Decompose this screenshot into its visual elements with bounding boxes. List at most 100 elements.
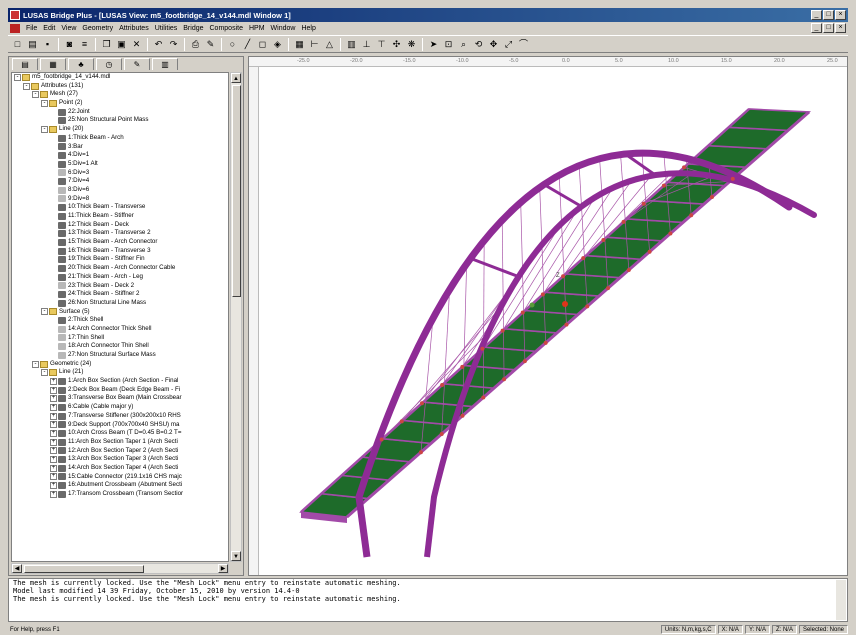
tree-item[interactable]: - Line (20)	[12, 125, 228, 134]
redo-icon[interactable]: ↷	[169, 38, 178, 49]
tree-item[interactable]: 23:Thick Beam - Deck 2	[12, 282, 228, 291]
expand-icon[interactable]: +	[50, 386, 57, 394]
expand-icon[interactable]: +	[50, 482, 57, 490]
tree-item[interactable]: 7:Div=4	[12, 177, 228, 186]
tree-horizontal-scrollbar[interactable]: ◀ ▶	[11, 563, 229, 574]
volume-icon[interactable]: ◈	[274, 38, 281, 49]
menu-hpm[interactable]: HPM	[248, 24, 265, 32]
tree-item[interactable]: 3:Bar	[12, 143, 228, 152]
tree-item[interactable]: +2:Deck Box Beam (Deck Edge Beam - Fi	[12, 386, 228, 395]
tree-item[interactable]: 11:Thick Beam - Stiffner	[12, 212, 228, 221]
tree-item[interactable]: 18:Arch Connector Thin Shell	[12, 342, 228, 351]
tree-item[interactable]: - Geometric (24)	[12, 360, 228, 369]
select-arrow-icon[interactable]: ➤	[429, 38, 438, 49]
print-icon[interactable]: ⎙	[191, 38, 200, 49]
tree-item[interactable]: +10:Arch Cross Beam (T D=0.45 B=0.2 T=	[12, 429, 228, 438]
bridge-icon[interactable]: ⌒	[518, 38, 528, 49]
save-icon[interactable]: ▪	[45, 38, 50, 49]
tree-item[interactable]: 21:Thick Beam - Arch - Leg	[12, 273, 228, 282]
scroll-up-icon[interactable]: ▲	[231, 73, 241, 83]
pen-icon[interactable]: ✎	[206, 38, 215, 49]
pan-icon[interactable]: ✥	[489, 38, 498, 49]
tree-item[interactable]: 1:Thick Beam - Arch	[12, 134, 228, 143]
hub-icon[interactable]: ❋	[407, 38, 416, 49]
loading-icon[interactable]: ✣	[392, 38, 401, 49]
model-icon[interactable]: ◙	[66, 38, 73, 49]
surface-icon[interactable]: ◻	[258, 38, 267, 49]
tree-item[interactable]: 17:Thin Shell	[12, 334, 228, 343]
bridge-model-canvas[interactable]	[249, 57, 848, 576]
tree-item[interactable]: 5:Div=1 Alt	[12, 160, 228, 169]
scroll-right-icon[interactable]: ▶	[218, 564, 228, 573]
fit-icon[interactable]: ⤢	[504, 38, 513, 49]
tree-item[interactable]: 14:Arch Connector Thick Shell	[12, 325, 228, 334]
rotate-icon[interactable]: ⟲	[474, 38, 483, 49]
console-scrollbar[interactable]	[836, 580, 846, 620]
tree-item[interactable]: 15:Thick Beam - Arch Connector	[12, 238, 228, 247]
model-view-window[interactable]: -25.0 -20.0 -15.0 -10.0 -5.0 0.0 5.0 10.0 15.0 20…	[248, 56, 848, 576]
menu-geometry[interactable]: Geometry	[82, 24, 114, 32]
tree-item[interactable]: +11:Arch Box Section Taper 1 (Arch Secti	[12, 438, 228, 447]
treeview-tab-6[interactable]: ▥	[152, 58, 178, 70]
new-file-icon[interactable]: □	[14, 38, 21, 49]
axes-icon[interactable]: ⊥	[362, 38, 371, 49]
tree-item[interactable]: 10:Thick Beam - Transverse	[12, 203, 228, 212]
tree-item[interactable]: +16:Abutment Crossbeam (Abutment Secti	[12, 481, 228, 490]
tree-item[interactable]: 12:Thick Beam - Deck	[12, 221, 228, 230]
tree-item[interactable]: - Mesh (27)	[12, 90, 228, 99]
tree-item[interactable]: - m5_footbridge_14_v144.mdl	[12, 73, 228, 82]
tree-item[interactable]: 4:Div=1	[12, 151, 228, 160]
collapse-icon[interactable]: -	[32, 360, 39, 368]
treeview-tab-2[interactable]: ▦	[40, 58, 66, 70]
expand-icon[interactable]: +	[50, 464, 57, 472]
doc-close-button[interactable]: ×	[835, 23, 846, 33]
collapse-icon[interactable]: -	[32, 91, 39, 99]
tree-item[interactable]: 27:Non Structural Surface Mass	[12, 351, 228, 360]
tree-item[interactable]: +9:Deck Support (700x700x40 SHSU) ma	[12, 421, 228, 430]
menu-utilities[interactable]: Utilities	[154, 24, 178, 32]
maximize-button[interactable]: □	[823, 10, 834, 20]
support-icon[interactable]: ⊤	[377, 38, 386, 49]
layers-icon[interactable]: ≡	[81, 38, 88, 49]
tree-item[interactable]: +14:Arch Box Section Taper 4 (Arch Secti	[12, 464, 228, 473]
treeview-tab-4[interactable]: ◷	[96, 58, 122, 70]
menu-edit[interactable]: Edit	[43, 24, 56, 32]
expand-icon[interactable]: +	[50, 438, 57, 446]
tree-item[interactable]: 25:Non Structural Point Mass	[12, 116, 228, 125]
tree-item[interactable]: +13:Arch Box Section Taper 3 (Arch Secti	[12, 455, 228, 464]
menu-view[interactable]: View	[61, 24, 77, 32]
document-menu-icon[interactable]	[10, 23, 20, 33]
tree-item[interactable]: 22:Joint	[12, 108, 228, 117]
line-icon[interactable]: ╱	[244, 38, 251, 49]
tree-item[interactable]: 20:Thick Beam - Arch Connector Cable	[12, 264, 228, 273]
menu-composite[interactable]: Composite	[209, 24, 243, 32]
tree-item[interactable]: +7:Transverse Stiffener (300x200x10 RHS	[12, 412, 228, 421]
point-icon[interactable]: ○	[229, 38, 236, 49]
expand-icon[interactable]: +	[50, 395, 57, 403]
tree-item[interactable]: 19:Thick Beam - Stiffner Fin	[12, 255, 228, 264]
treeview-tab-1[interactable]: ▤	[12, 58, 38, 70]
tree-item[interactable]: 2:Thick Shell	[12, 316, 228, 325]
scroll-down-icon[interactable]: ▼	[231, 551, 241, 561]
collapse-icon[interactable]: -	[41, 308, 48, 316]
treeview-tab-3[interactable]: ♣	[68, 58, 94, 70]
close-button[interactable]: ×	[835, 10, 846, 20]
collapse-icon[interactable]: -	[14, 73, 21, 81]
minimize-button[interactable]: _	[811, 10, 822, 20]
undo-icon[interactable]: ↶	[154, 38, 163, 49]
copy-icon[interactable]: ❐	[102, 38, 111, 49]
zoom-icon[interactable]: ⌕	[460, 38, 467, 49]
tree-item[interactable]: 13:Thick Beam - Transverse 2	[12, 229, 228, 238]
collapse-icon[interactable]: -	[41, 369, 48, 377]
tree-item[interactable]: 26:Non Structural Line Mass	[12, 299, 228, 308]
doc-minimize-button[interactable]: _	[811, 23, 822, 33]
tree-scroll-thumb[interactable]	[232, 85, 241, 297]
scroll-left-icon[interactable]: ◀	[12, 564, 22, 573]
tree-item[interactable]: 9:Div=8	[12, 195, 228, 204]
menu-attributes[interactable]: Attributes	[119, 24, 149, 32]
expand-icon[interactable]: +	[50, 473, 57, 481]
triangle-icon[interactable]: △	[326, 38, 333, 49]
open-file-icon[interactable]: ▤	[28, 38, 37, 49]
expand-icon[interactable]: +	[50, 403, 57, 411]
tree-item[interactable]: +15:Cable Connector (219.1x16 CHS majc	[12, 473, 228, 482]
